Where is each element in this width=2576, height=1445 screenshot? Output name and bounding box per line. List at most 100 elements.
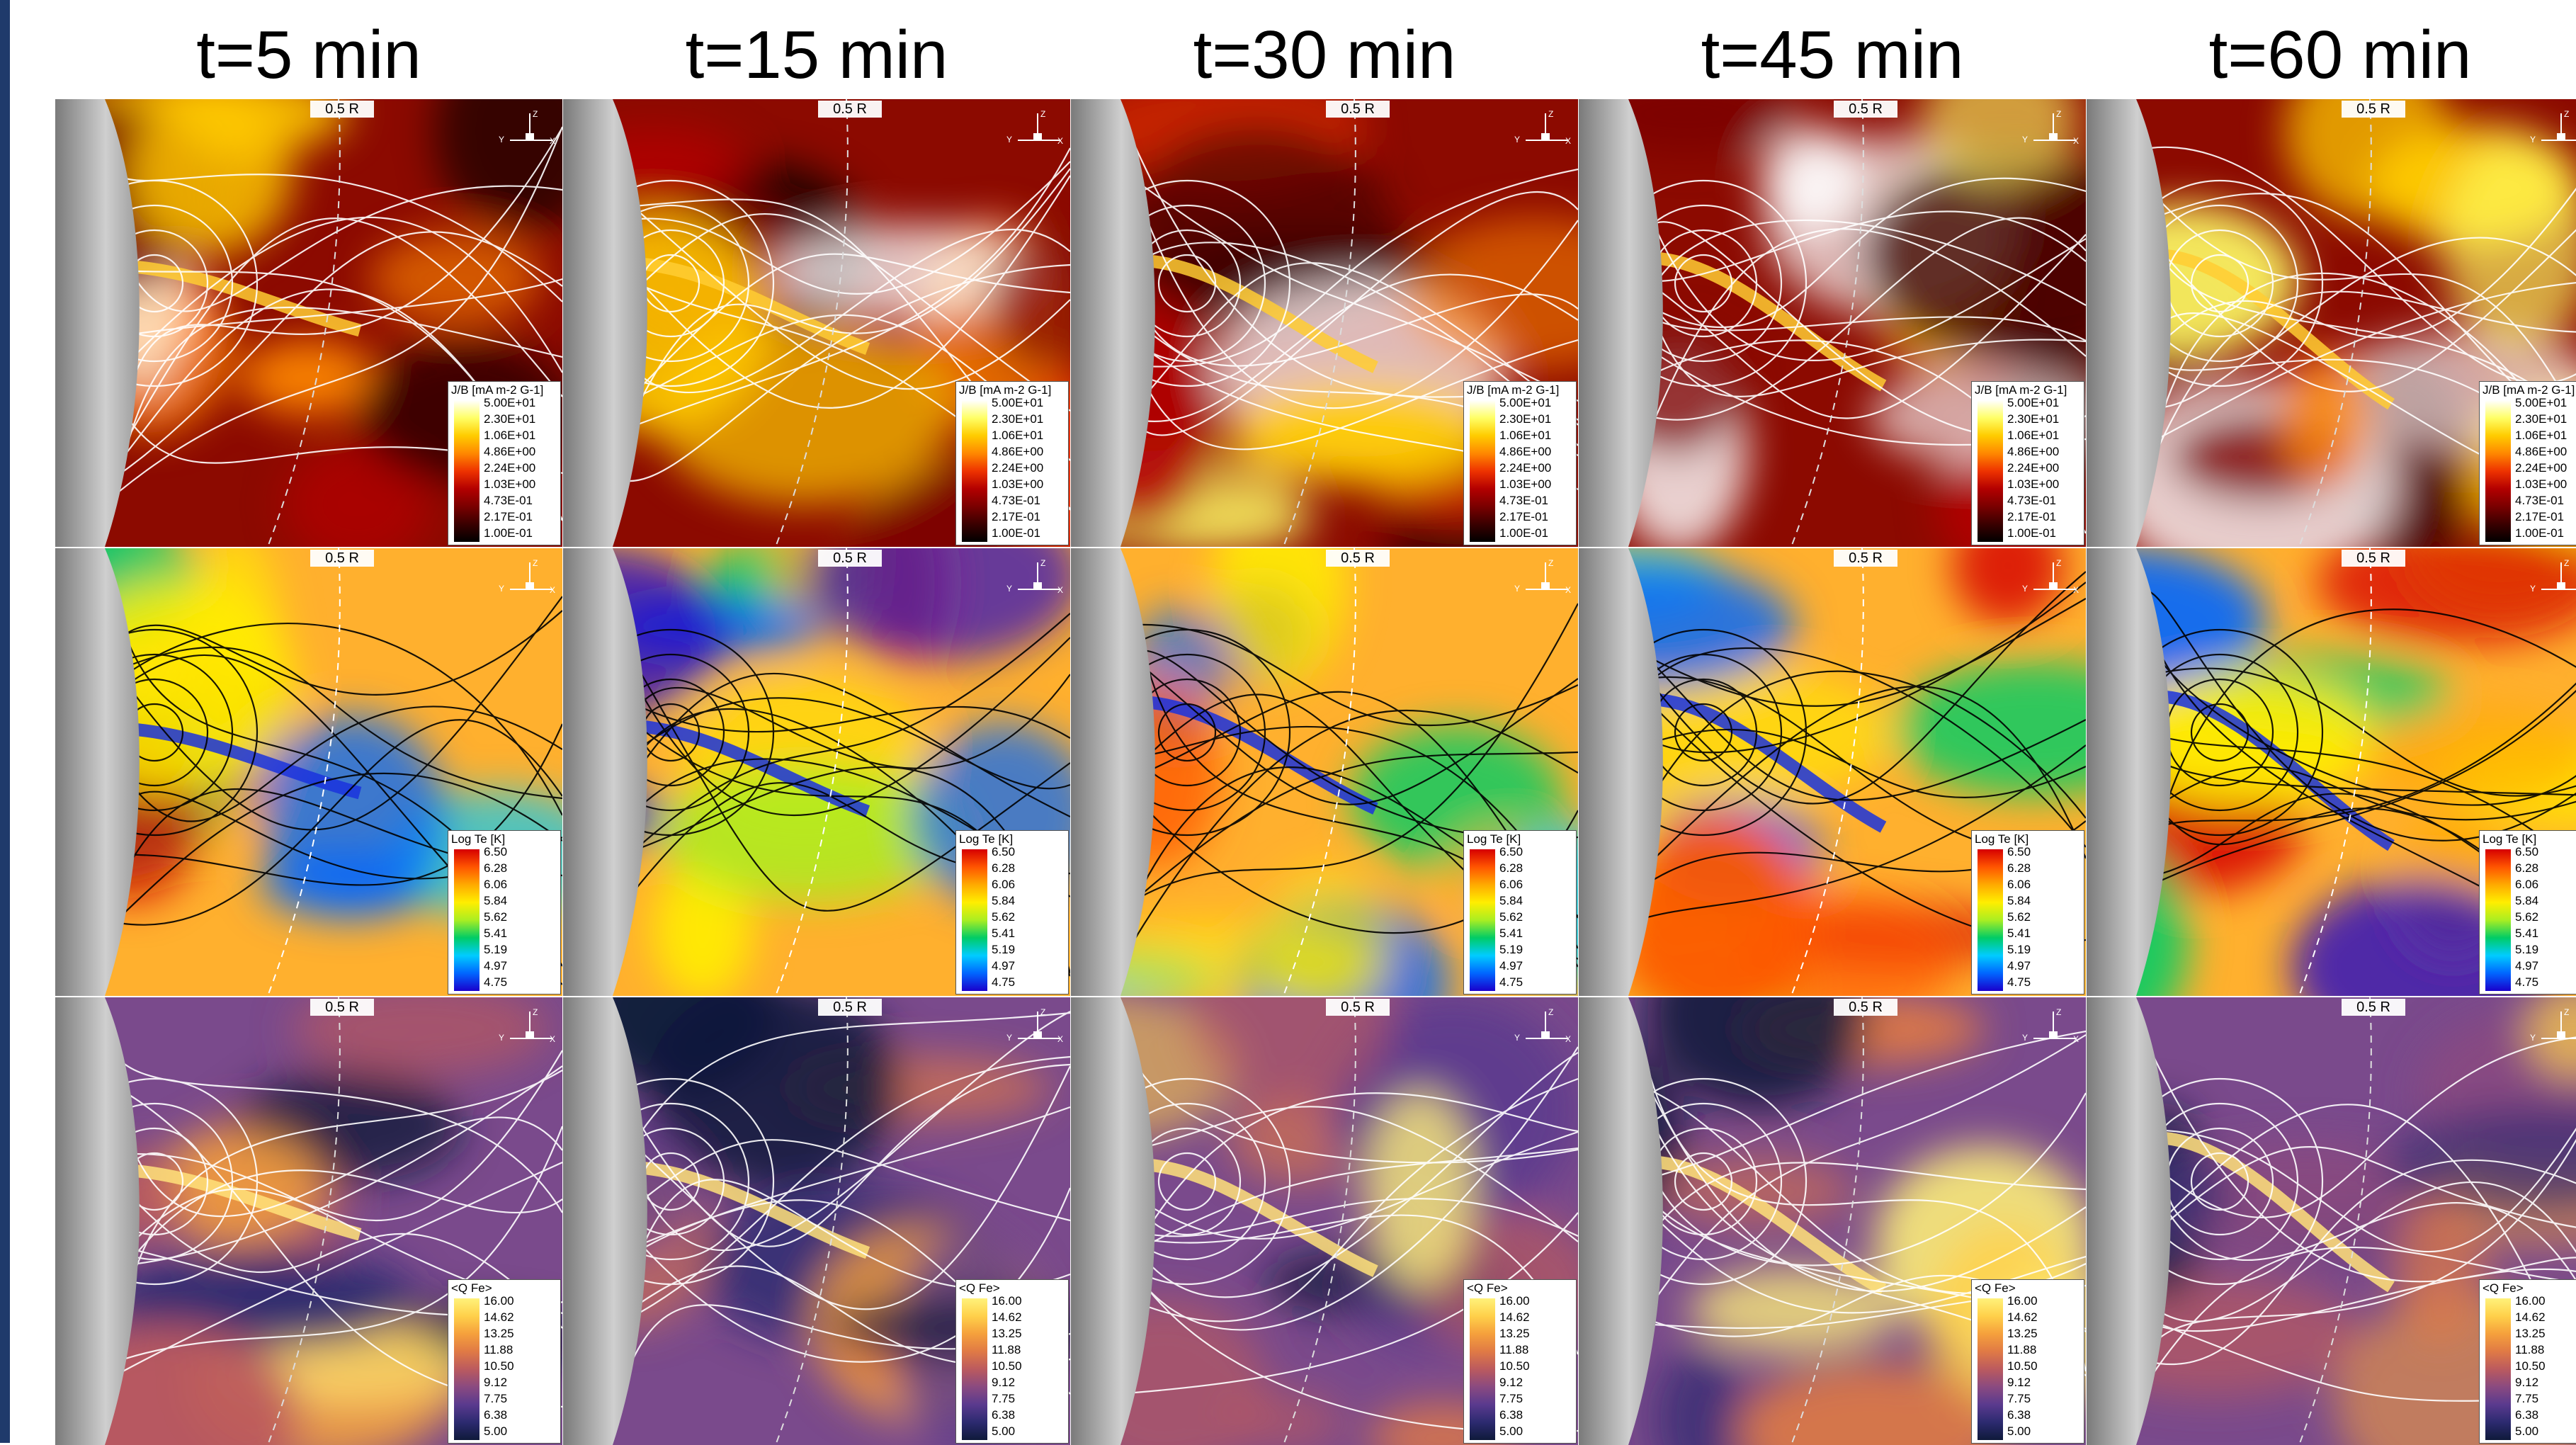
legend-tick-label: 6.28 (992, 861, 1016, 875)
legend-title: J/B [mA m-2 G-1] (1975, 383, 2067, 397)
legend-title: J/B [mA m-2 G-1] (1467, 383, 1560, 397)
legend-tick-label: 13.25 (992, 1327, 1022, 1340)
legend-tick-label: 2.30E+01 (2007, 412, 2060, 426)
legend-tick-label: 4.73E-01 (992, 494, 1040, 507)
legend-tick-label: 5.41 (992, 926, 1016, 940)
legend-tick-label: 1.06E+01 (2007, 429, 2060, 442)
legend-tick-label: 5.19 (1499, 943, 1524, 956)
axes-triad: Y Z X (494, 105, 558, 154)
legend-colorbar (962, 1298, 987, 1440)
axis-x-label: X (1565, 136, 1572, 146)
legend-tick-label: 1.00E-01 (1499, 526, 1548, 540)
legend-tick-label: 2.17E-01 (484, 510, 533, 523)
colorbar-legend: J/B [mA m-2 G-1] 5.00E+01 2.30E+01 1.06E+01… (1971, 381, 2084, 545)
colorbar-legend: <Q Fe> 16.00 14.62 13.25 11.88 10.50 9.12 7.75 6… (448, 1279, 561, 1444)
legend-tick-label: 5.84 (1499, 894, 1524, 907)
legend-tick-label: 6.28 (2007, 861, 2031, 875)
legend-tick-label: 16.00 (992, 1294, 1022, 1308)
legend-tick-label: 13.25 (2007, 1327, 2038, 1340)
legend-tick-label: 4.73E-01 (2007, 494, 2056, 507)
axes-glyph (1018, 113, 1060, 141)
axes-triad: Y Z X (1510, 105, 1574, 154)
legend-colorbar (1978, 849, 2003, 991)
colorbar-legend: J/B [mA m-2 G-1] 5.00E+01 2.30E+01 1.06E+01… (448, 381, 561, 545)
legend-tick-label: 13.25 (484, 1327, 514, 1340)
legend-tick-label: 2.24E+00 (992, 461, 1044, 475)
legend-title: <Q Fe> (959, 1281, 1000, 1295)
legend-tick-label: 4.73E-01 (2515, 494, 2564, 507)
legend-tick-label: 4.86E+00 (992, 445, 1044, 458)
axes-triad: Y Z X (494, 1003, 558, 1053)
legend-tick-label: 6.38 (2515, 1408, 2539, 1422)
legend-tick-label: 5.41 (1499, 926, 1524, 940)
legend-tick-label: 6.06 (484, 878, 508, 891)
axes-triad: Y Z X (2018, 105, 2082, 154)
legend-tick-label: 6.50 (992, 845, 1016, 858)
axis-z-label: Z (1040, 1007, 1046, 1017)
legend-tick-label: 1.00E-01 (2515, 526, 2564, 540)
legend-colorbar (1470, 400, 1495, 542)
legend-tick-label: 4.97 (2515, 959, 2539, 973)
axes-glyph (2541, 562, 2576, 590)
legend-tick-label: 11.88 (992, 1343, 1021, 1356)
scale-label: 0.5 R (310, 101, 374, 118)
plot-field (2087, 997, 2576, 1445)
legend-tick-label: 7.75 (2007, 1392, 2031, 1405)
colorbar-legend: Log Te [K] 6.50 6.28 6.06 5.84 5.62 5.41 5.19 4.… (2479, 830, 2576, 994)
legend-tick-label: 5.41 (2007, 926, 2031, 940)
legend-tick-label: 16.00 (2007, 1294, 2038, 1308)
axes-triad: Y Z X (1002, 1003, 1066, 1053)
axis-y-label: Y (2022, 135, 2029, 144)
axis-y-label: Y (2530, 584, 2536, 594)
colorbar-legend: <Q Fe> 16.00 14.62 13.25 11.88 10.50 9.12 7.75 6… (1463, 1279, 1577, 1444)
legend-tick-label: 13.25 (1499, 1327, 1530, 1340)
axes-glyph (510, 113, 552, 141)
legend-tick-label: 16.00 (2515, 1294, 2546, 1308)
legend-tick-label: 5.00 (992, 1424, 1016, 1438)
colorbar-legend: Log Te [K] 6.50 6.28 6.06 5.84 5.62 5.41 5.19 4.… (448, 830, 561, 994)
legend-tick-label: 11.88 (2007, 1343, 2037, 1356)
legend-tick-label: 5.62 (484, 910, 508, 924)
axes-glyph (2033, 562, 2076, 590)
legend-tick-label: 5.41 (2515, 926, 2539, 940)
legend-tick-label: 10.50 (2007, 1359, 2038, 1373)
legend-tick-label: 4.97 (1499, 959, 1524, 973)
legend-tick-label: 5.00 (2515, 1424, 2539, 1438)
legend-tick-label: 5.19 (484, 943, 508, 956)
legend-tick-label: 2.30E+01 (992, 412, 1044, 426)
legend-colorbar (1470, 849, 1495, 991)
colorbar-legend: J/B [mA m-2 G-1] 5.00E+01 2.30E+01 1.06E+01… (2479, 381, 2576, 545)
axis-z-label: Z (2564, 1007, 2570, 1017)
plot-field (563, 548, 1070, 996)
legend-tick-label: 2.17E-01 (1499, 510, 1548, 523)
axis-z-label: Z (2056, 558, 2062, 568)
legend-tick-label: 2.17E-01 (992, 510, 1040, 523)
plot-field (1071, 548, 1578, 996)
legend-colorbar (454, 849, 480, 991)
column-title: t=5 min (196, 17, 421, 93)
legend-title: Log Te [K] (1975, 832, 2029, 846)
axes-triad: Y Z X (1510, 554, 1574, 604)
legend-tick-label: 9.12 (2007, 1376, 2031, 1389)
legend-tick-label: 4.86E+00 (1499, 445, 1552, 458)
legend-tick-label: 9.12 (2515, 1376, 2539, 1389)
plot-panel: 0.5 R Y Z X J/B [mA m-2 G-1]5.00E+01 2.30E+01… (1071, 99, 1578, 547)
legend-tick-label: 4.86E+00 (484, 445, 536, 458)
scale-label: 0.5 R (1834, 550, 1897, 567)
axes-glyph (1526, 113, 1568, 141)
legend-tick-label: 5.00E+01 (2007, 396, 2060, 409)
plot-field (1071, 997, 1578, 1445)
axis-x-label: X (2073, 1034, 2079, 1044)
axes-glyph (1526, 562, 1568, 590)
legend-tick-label: 5.00E+01 (484, 396, 536, 409)
column-title: t=45 min (1701, 17, 1964, 93)
legend-tick-label: 2.30E+01 (1499, 412, 1552, 426)
axes-glyph (510, 562, 552, 590)
scale-label: 0.5 R (1834, 101, 1897, 118)
legend-tick-label: 4.97 (484, 959, 508, 973)
legend-tick-label: 4.75 (484, 975, 508, 989)
axes-glyph (2033, 113, 2076, 141)
scale-label: 0.5 R (1326, 999, 1390, 1016)
